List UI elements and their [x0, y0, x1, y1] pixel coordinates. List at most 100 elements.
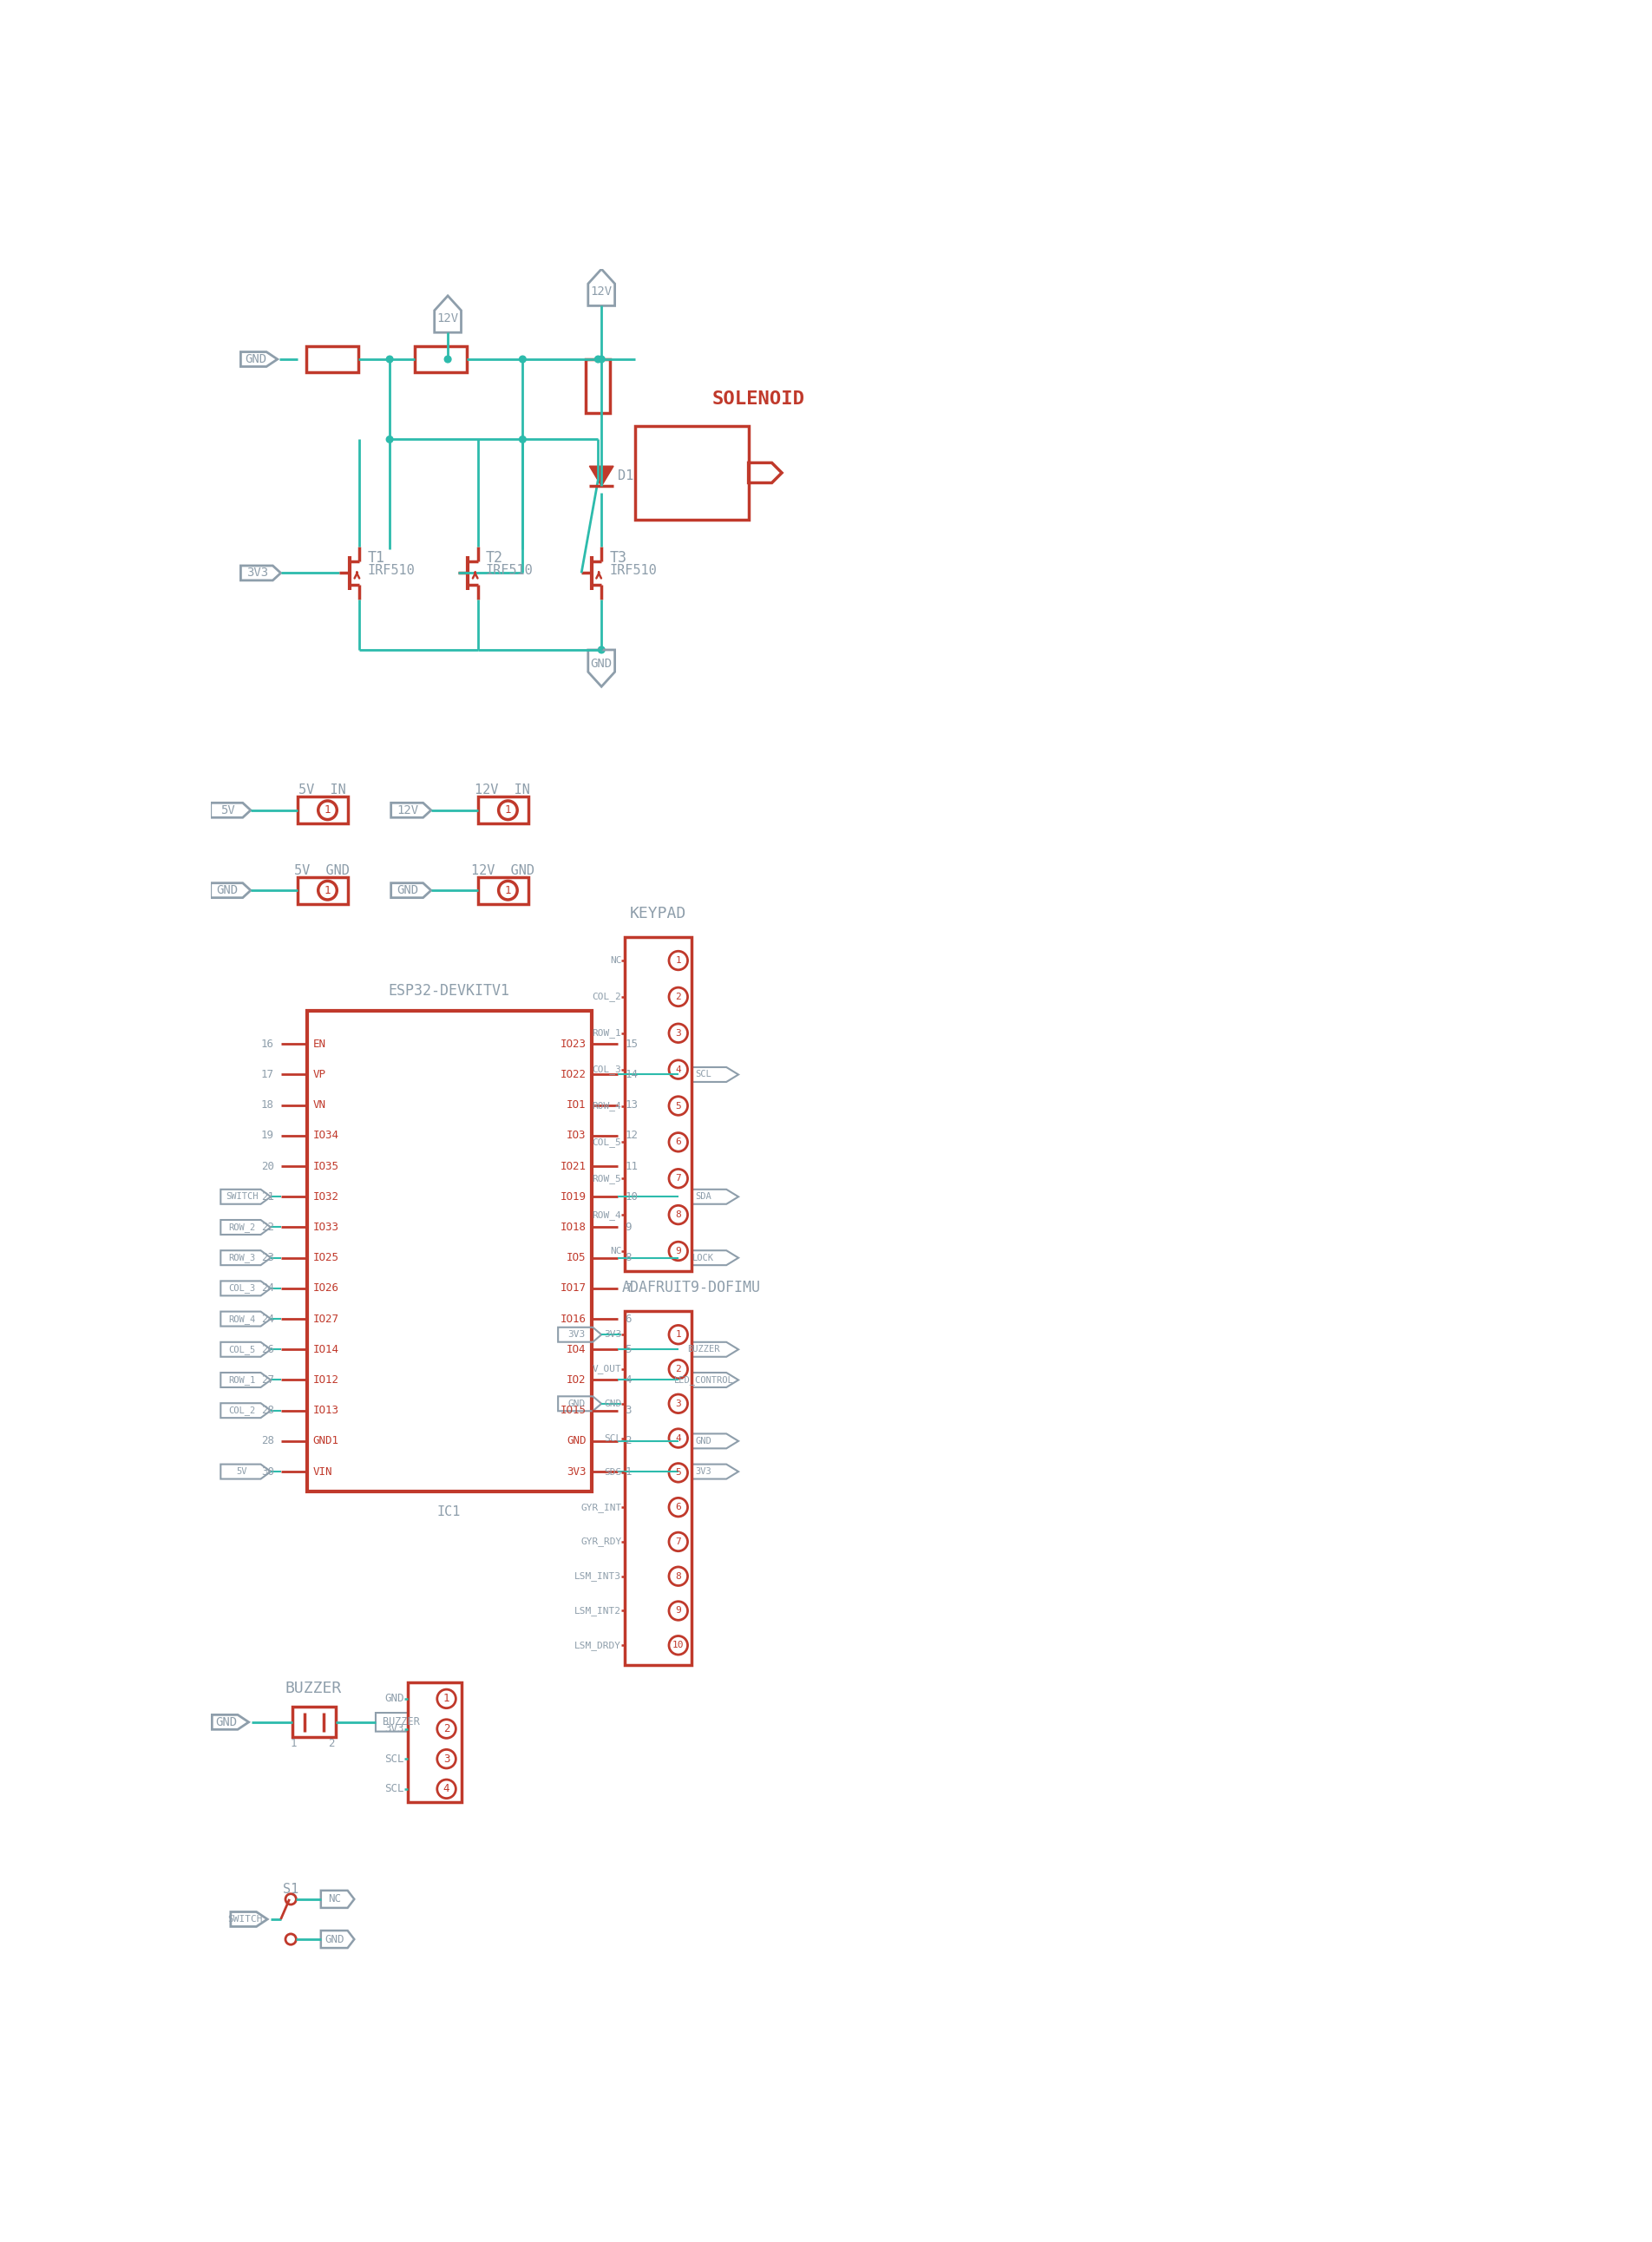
Text: 6: 6 — [676, 1502, 681, 1511]
Text: BUZZER: BUZZER — [687, 1345, 720, 1354]
Text: IO32: IO32 — [312, 1191, 339, 1202]
Text: 4: 4 — [443, 1782, 449, 1794]
Text: 4: 4 — [676, 1435, 681, 1442]
Text: GND: GND — [605, 1399, 621, 1408]
Text: 15: 15 — [624, 1038, 638, 1049]
Bar — [306, 345, 358, 372]
Bar — [297, 796, 347, 823]
Text: ROW_4: ROW_4 — [591, 1101, 621, 1110]
Text: SCL: SCL — [385, 1782, 405, 1794]
Text: 3V3: 3V3 — [568, 1330, 585, 1338]
Text: 7: 7 — [676, 1175, 681, 1184]
Text: IO3: IO3 — [567, 1130, 586, 1141]
Bar — [292, 1706, 335, 1738]
Text: GND: GND — [216, 883, 238, 897]
Text: 5: 5 — [624, 1343, 631, 1354]
Text: 2: 2 — [327, 1738, 334, 1749]
Bar — [624, 1312, 692, 1666]
Text: COL_5: COL_5 — [591, 1137, 621, 1148]
Text: IO18: IO18 — [560, 1222, 586, 1233]
Text: SWITCH: SWITCH — [228, 1915, 263, 1924]
Text: 9: 9 — [624, 1222, 631, 1233]
Text: ROW_3: ROW_3 — [228, 1253, 256, 1262]
Text: S1: S1 — [282, 1883, 299, 1897]
Text: 5V: 5V — [220, 805, 235, 816]
Bar — [307, 1011, 591, 1491]
Text: NC: NC — [610, 1247, 621, 1256]
Text: 3V3: 3V3 — [695, 1466, 712, 1475]
Text: 18: 18 — [261, 1099, 274, 1110]
Text: 5: 5 — [676, 1469, 681, 1477]
Text: 9: 9 — [676, 1608, 681, 1614]
Text: 1: 1 — [324, 886, 330, 897]
Text: T3: T3 — [610, 552, 626, 567]
Text: COL_3: COL_3 — [591, 1065, 621, 1074]
Text: 1: 1 — [676, 955, 681, 964]
Text: GND1: GND1 — [312, 1435, 339, 1446]
Text: ROW_5: ROW_5 — [591, 1175, 621, 1184]
Text: IO21: IO21 — [560, 1161, 586, 1173]
Bar — [586, 359, 610, 413]
Text: 4: 4 — [676, 1065, 681, 1074]
Bar — [477, 877, 529, 904]
Text: D1: D1 — [618, 469, 634, 482]
Text: IRF510: IRF510 — [486, 563, 534, 576]
Text: 2: 2 — [676, 1365, 681, 1374]
Text: 5V  IN: 5V IN — [299, 785, 345, 796]
Text: IRF510: IRF510 — [368, 563, 415, 576]
Text: 3: 3 — [676, 1029, 681, 1038]
Text: 27: 27 — [261, 1374, 274, 1386]
Text: 21: 21 — [261, 1191, 274, 1202]
Text: 26: 26 — [261, 1343, 274, 1354]
Text: BUZZER: BUZZER — [286, 1682, 342, 1697]
Text: GYR_INT: GYR_INT — [580, 1502, 621, 1511]
Text: 6: 6 — [624, 1314, 631, 1325]
Text: 2: 2 — [676, 993, 681, 1002]
Text: LSM_DRDY: LSM_DRDY — [575, 1641, 621, 1650]
Text: 2: 2 — [624, 1435, 631, 1446]
Text: GYR_RDY: GYR_RDY — [580, 1538, 621, 1547]
Text: 5V  GND: 5V GND — [294, 863, 350, 877]
Text: 7: 7 — [624, 1282, 631, 1294]
Text: ROW_4: ROW_4 — [228, 1314, 256, 1323]
Text: COL_3: COL_3 — [228, 1285, 256, 1294]
Circle shape — [519, 356, 525, 363]
Text: LSM_INT3: LSM_INT3 — [575, 1572, 621, 1581]
Text: IO15: IO15 — [560, 1406, 586, 1417]
Text: 3V3: 3V3 — [605, 1330, 621, 1338]
Bar — [624, 937, 692, 1271]
Text: 12V: 12V — [590, 285, 613, 298]
Text: ROW_2: ROW_2 — [228, 1222, 256, 1233]
Text: GND: GND — [568, 1399, 585, 1408]
Text: 28: 28 — [261, 1435, 274, 1446]
Text: ADAFRUIT9-DOFIMU: ADAFRUIT9-DOFIMU — [623, 1280, 762, 1296]
Text: 22: 22 — [261, 1222, 274, 1233]
Text: IO35: IO35 — [312, 1161, 339, 1173]
Text: NC: NC — [329, 1894, 342, 1906]
Text: 9: 9 — [676, 1247, 681, 1256]
Text: 24: 24 — [261, 1282, 274, 1294]
Text: GND: GND — [325, 1933, 345, 1944]
Circle shape — [387, 356, 393, 363]
Text: 10: 10 — [624, 1191, 638, 1202]
Text: BUZZER: BUZZER — [382, 1717, 420, 1729]
Circle shape — [598, 356, 605, 363]
Text: COL_5: COL_5 — [228, 1345, 256, 1354]
Text: 1: 1 — [291, 1738, 297, 1749]
Text: IC1: IC1 — [438, 1504, 461, 1518]
Text: IO33: IO33 — [312, 1222, 339, 1233]
Text: IO12: IO12 — [312, 1374, 339, 1386]
Text: 10: 10 — [672, 1641, 684, 1650]
Text: IO22: IO22 — [560, 1069, 586, 1081]
Text: IO34: IO34 — [312, 1130, 339, 1141]
Text: 1: 1 — [624, 1466, 631, 1477]
Text: 17: 17 — [261, 1069, 274, 1081]
Text: IO19: IO19 — [560, 1191, 586, 1202]
Text: SCL: SCL — [385, 1753, 405, 1764]
Text: 12V: 12V — [436, 312, 459, 325]
Text: 19: 19 — [261, 1130, 274, 1141]
Text: IO14: IO14 — [312, 1343, 339, 1354]
Bar — [297, 877, 347, 904]
Text: 30: 30 — [261, 1466, 274, 1477]
Text: IO5: IO5 — [567, 1253, 586, 1264]
